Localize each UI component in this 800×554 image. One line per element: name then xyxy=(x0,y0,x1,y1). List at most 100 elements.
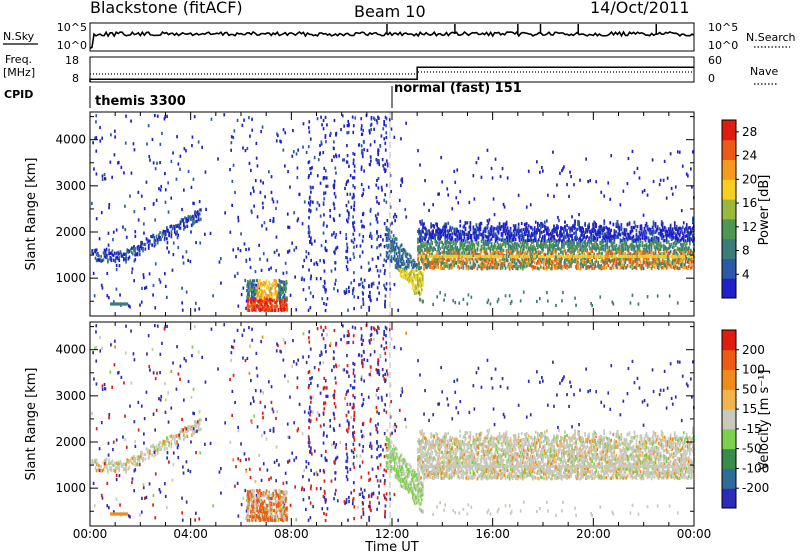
power-cell xyxy=(418,244,420,249)
power-cell xyxy=(404,250,407,254)
power-cell xyxy=(565,228,567,232)
power-cell xyxy=(383,283,385,287)
power-cell xyxy=(448,233,451,237)
power-cell xyxy=(651,256,654,261)
power-cell xyxy=(533,254,536,259)
power-cell xyxy=(118,264,121,268)
power-cell xyxy=(645,259,648,263)
power-cell xyxy=(626,244,629,249)
power-cell xyxy=(510,299,513,304)
power-cell xyxy=(425,233,427,237)
power-cell xyxy=(631,241,634,245)
power-cell xyxy=(438,244,440,248)
power-cell xyxy=(632,248,635,252)
power-cell xyxy=(246,294,249,298)
power-cell xyxy=(308,227,310,231)
power-cell xyxy=(397,262,400,266)
power-cell xyxy=(595,247,597,251)
power-cell xyxy=(508,234,511,238)
power-cell xyxy=(433,262,435,266)
power-cell xyxy=(631,149,634,153)
power-cell xyxy=(415,275,418,279)
power-cell xyxy=(483,246,486,250)
power-cell xyxy=(482,246,485,250)
power-cell xyxy=(496,300,499,304)
power-cell xyxy=(590,232,592,236)
power-cell xyxy=(637,254,640,259)
power-cell xyxy=(409,272,412,276)
power-cell xyxy=(387,231,390,235)
power-cell xyxy=(633,220,636,224)
power-cell xyxy=(287,225,289,229)
power-cell xyxy=(436,295,438,299)
power-cell xyxy=(422,226,424,230)
power-cell xyxy=(587,224,589,228)
power-cell xyxy=(627,247,630,251)
power-cell xyxy=(606,257,609,261)
power-cell xyxy=(654,251,657,256)
power-cell xyxy=(582,236,584,240)
power-cell xyxy=(503,260,506,264)
power-cell xyxy=(560,263,562,267)
power-cell xyxy=(176,236,179,240)
power-cell xyxy=(471,239,474,243)
power-cell xyxy=(615,260,618,264)
power-cell xyxy=(536,240,538,244)
power-cell xyxy=(505,235,508,239)
power-cell xyxy=(442,251,444,255)
power-cell xyxy=(521,262,524,266)
power-cell xyxy=(339,230,342,235)
power-cell xyxy=(376,246,378,250)
power-cell xyxy=(529,251,532,255)
power-cell xyxy=(369,123,372,127)
power-cell xyxy=(525,229,528,233)
power-cell xyxy=(326,123,328,127)
power-cell xyxy=(635,263,638,267)
power-cell xyxy=(229,168,231,172)
power-cell xyxy=(547,249,549,253)
power-cell xyxy=(616,247,619,251)
power-cell xyxy=(615,224,618,228)
power-cell xyxy=(423,258,425,262)
power-cell xyxy=(124,302,126,306)
power-cell xyxy=(107,243,110,247)
power-cell xyxy=(590,248,592,252)
power-cell xyxy=(499,225,502,230)
power-cell xyxy=(217,157,219,161)
power-cell xyxy=(477,256,480,260)
power-cell xyxy=(594,239,596,244)
power-cell xyxy=(421,235,423,239)
power-cell xyxy=(404,276,407,280)
power-cell xyxy=(275,303,278,307)
power-cell xyxy=(547,239,549,243)
power-cell xyxy=(587,259,589,263)
power-cell xyxy=(581,233,583,237)
power-cell xyxy=(248,161,251,165)
power-cell xyxy=(561,232,563,236)
power-cell xyxy=(325,176,327,180)
power-cell xyxy=(639,243,642,247)
power-cell xyxy=(612,254,615,259)
power-cell xyxy=(650,242,653,246)
power-cell xyxy=(479,226,482,230)
power-cell xyxy=(376,297,378,301)
power-cell xyxy=(421,272,424,276)
power-cell xyxy=(448,241,451,245)
power-cell xyxy=(635,232,638,236)
power-cell xyxy=(582,254,584,259)
power-cell xyxy=(353,295,356,299)
power-cell xyxy=(641,254,644,259)
power-cell xyxy=(181,207,183,212)
power-cell xyxy=(446,265,449,269)
power-cell xyxy=(458,237,461,241)
power-cell xyxy=(643,237,646,241)
power-cell xyxy=(651,225,654,229)
power-cell xyxy=(380,134,383,138)
power-cell xyxy=(410,263,413,267)
power-cell xyxy=(635,238,638,242)
power-cell xyxy=(147,239,150,243)
power-cell xyxy=(411,282,414,286)
power-cell xyxy=(647,244,650,248)
power-cell xyxy=(106,256,108,260)
power-cell xyxy=(278,287,280,291)
